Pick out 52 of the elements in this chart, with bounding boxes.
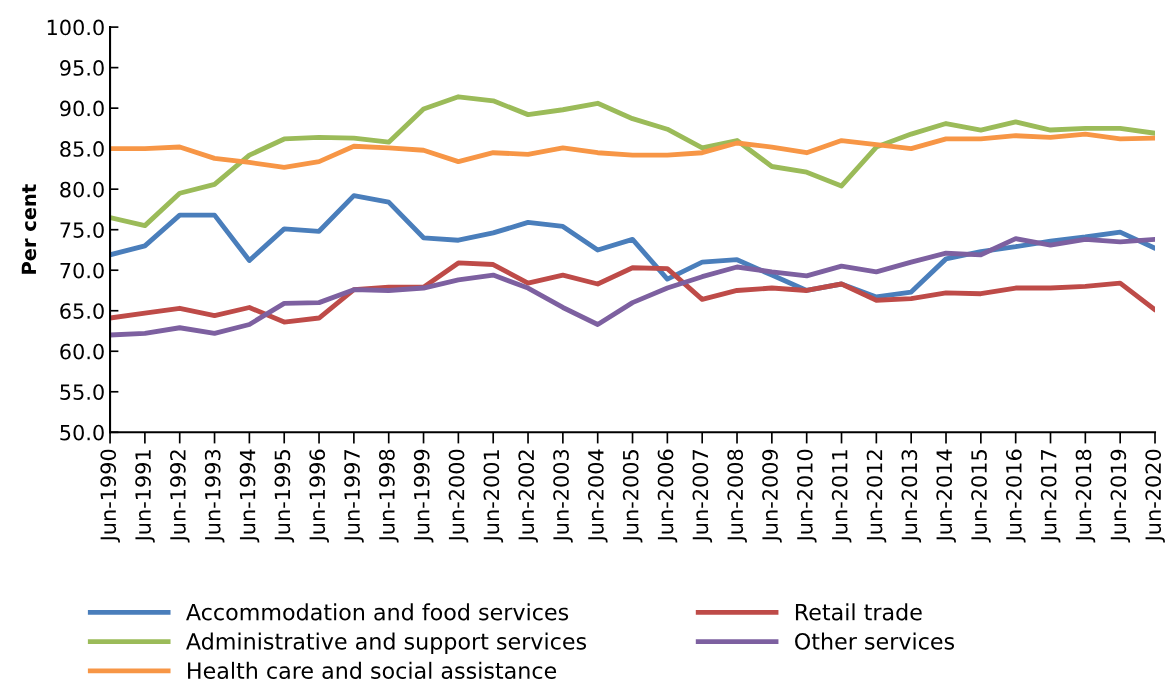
y-tick-label: 60.0 [60,343,104,360]
legend-label: Accommodation and food services [186,603,569,621]
x-tick-label: Jun-1999 [413,449,434,543]
line-series [110,236,1156,338]
y-tick-label: 85.0 [60,141,104,157]
x-tick-label: Jun-2015 [971,450,991,543]
x-tick-label: Jun-2017 [1040,450,1061,543]
y-tick-label: 90.0 [60,100,104,117]
x-tick-label: Jun-2016 [1005,449,1026,543]
legend-label: Health care and social assistance [188,661,557,680]
x-tick-label: Jun-2003 [553,449,573,543]
x-tick-label: Jun-2007 [692,450,713,543]
x-tick-label: Jun-1995 [274,450,295,543]
x-tick-label: Jun-2011 [831,450,852,543]
y-tick-label: 95.0 [60,60,104,76]
y-tick-label: 100.0 [47,19,104,36]
x-tick-label: Jun-2000 [448,449,469,543]
x-tick-label: Jun-1994 [239,449,260,543]
x-tick-label: Jun-1990 [100,449,120,543]
y-tick-label: 50.0 [60,424,104,441]
x-tick-label: Jun-1996 [309,449,329,543]
x-tick-label: Jun-1991 [135,450,155,543]
x-tick-label: Jun-1992 [170,450,190,543]
x-tick-label: Jun-2005 [622,450,643,543]
x-tick-label: Jun-2010 [796,449,817,543]
x-tick-label: Jun-2001 [483,450,504,543]
x-tick-label: Jun-2002 [518,450,538,543]
y-tick-label: 80.0 [60,181,104,198]
legend-label: Other services [795,632,955,650]
legend-label: Administrative and support services [186,632,587,655]
y-tick-label: 70.0 [60,262,104,279]
y-axis-title: Per cent [21,184,37,274]
x-tick-label: Jun-2009 [762,449,782,543]
y-tick-label: 55.0 [60,384,104,400]
y-tick-label: 65.0 [60,303,104,319]
legend-label: Retail trade [795,603,922,621]
x-tick-label: Jun-2006 [657,449,678,543]
x-tick-label: Jun-2012 [866,450,887,543]
x-tick-label: Jun-1998 [378,449,399,543]
x-tick-label: Jun-2013 [901,449,922,543]
line-series [110,260,1156,325]
line-series [110,94,1156,229]
x-tick-label: Jun-2018 [1075,449,1096,543]
x-tick-label: Jun-2014 [936,449,956,543]
line-series [110,131,1156,170]
x-tick-label: Jun-2020 [1145,449,1165,543]
x-tick-label: Jun-2019 [1110,449,1131,543]
y-tick-label: 75.0 [60,222,104,238]
x-tick-label: Jun-1993 [204,449,225,543]
x-tick-label: Jun-1997 [344,450,364,543]
x-tick-label: Jun-2008 [727,449,747,543]
x-tick-label: Jun-2004 [587,449,608,543]
